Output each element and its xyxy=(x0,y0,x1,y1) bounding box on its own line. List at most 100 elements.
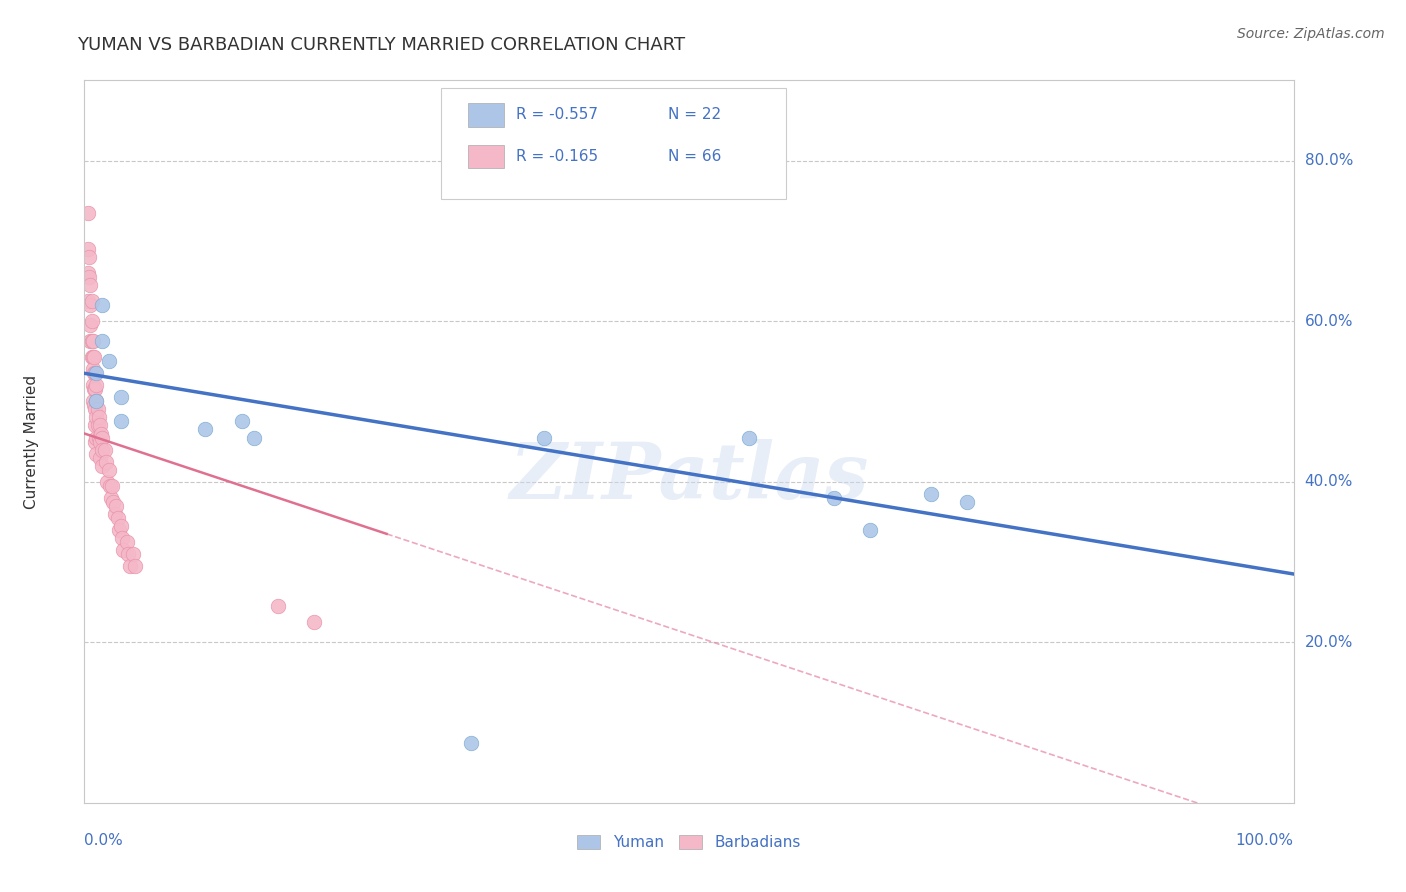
Point xyxy=(83,366,105,380)
FancyBboxPatch shape xyxy=(441,87,786,200)
Point xyxy=(94,454,117,469)
Point xyxy=(91,430,114,444)
Point xyxy=(86,410,108,425)
Point xyxy=(231,414,253,428)
Point xyxy=(89,418,111,433)
Point xyxy=(115,534,138,549)
FancyBboxPatch shape xyxy=(468,103,503,127)
FancyBboxPatch shape xyxy=(468,145,503,169)
Text: 0.0%: 0.0% xyxy=(84,833,124,848)
Point xyxy=(83,382,105,396)
Point xyxy=(104,499,127,513)
Point xyxy=(98,478,121,492)
Text: N = 22: N = 22 xyxy=(668,107,721,122)
Text: 80.0%: 80.0% xyxy=(1305,153,1353,168)
Point xyxy=(124,558,146,574)
Point xyxy=(84,418,107,433)
Point xyxy=(80,293,103,308)
Point xyxy=(77,205,100,219)
Point xyxy=(242,430,264,444)
Point xyxy=(121,547,143,561)
Point xyxy=(110,390,132,404)
Point xyxy=(956,494,979,508)
Text: R = -0.557: R = -0.557 xyxy=(516,107,598,122)
Point xyxy=(267,599,290,614)
Point xyxy=(79,298,101,312)
Point xyxy=(86,394,108,409)
Point xyxy=(86,378,108,392)
Text: YUMAN VS BARBADIAN CURRENTLY MARRIED CORRELATION CHART: YUMAN VS BARBADIAN CURRENTLY MARRIED COR… xyxy=(77,36,686,54)
Point xyxy=(86,366,108,380)
Point xyxy=(89,434,111,449)
Point xyxy=(107,510,129,524)
Point xyxy=(77,269,100,284)
Point xyxy=(100,491,122,505)
Point xyxy=(120,558,142,574)
Text: N = 66: N = 66 xyxy=(668,149,721,164)
Point xyxy=(82,334,104,348)
Text: 60.0%: 60.0% xyxy=(1305,314,1353,328)
Point xyxy=(108,523,131,537)
Point xyxy=(94,442,117,457)
Point xyxy=(104,507,127,521)
Text: Source: ZipAtlas.com: Source: ZipAtlas.com xyxy=(1237,27,1385,41)
Legend: Yuman, Barbadians: Yuman, Barbadians xyxy=(571,830,807,856)
Point xyxy=(83,350,105,364)
Point xyxy=(82,350,104,364)
Point xyxy=(84,366,107,380)
Point xyxy=(110,518,132,533)
Point xyxy=(91,334,114,348)
Point xyxy=(91,298,114,312)
Point xyxy=(823,491,845,505)
Point xyxy=(84,434,107,449)
Point xyxy=(117,547,139,561)
Point xyxy=(89,450,111,465)
Point xyxy=(87,410,110,425)
Point xyxy=(460,735,482,749)
Text: 40.0%: 40.0% xyxy=(1305,475,1353,489)
Point xyxy=(86,418,108,433)
Point xyxy=(110,414,132,428)
Point xyxy=(91,442,114,457)
Point xyxy=(112,542,135,557)
Text: 20.0%: 20.0% xyxy=(1305,635,1353,649)
Point xyxy=(79,334,101,348)
Point xyxy=(77,242,100,256)
Point xyxy=(302,615,325,630)
Point xyxy=(84,382,107,396)
Point xyxy=(533,430,555,444)
Point xyxy=(194,422,217,436)
Point xyxy=(920,486,942,500)
Point xyxy=(90,426,112,441)
Text: ZIPatlas: ZIPatlas xyxy=(509,440,869,516)
Point xyxy=(96,475,118,489)
Point xyxy=(101,478,124,492)
Point xyxy=(97,462,120,476)
Point xyxy=(80,334,103,348)
Text: Currently Married: Currently Married xyxy=(24,375,39,508)
Point xyxy=(738,430,761,444)
Point xyxy=(97,354,120,368)
Point xyxy=(111,531,134,545)
Point xyxy=(80,350,103,364)
Point xyxy=(83,398,105,412)
Point xyxy=(86,394,108,409)
Point xyxy=(80,314,103,328)
Point xyxy=(86,430,108,444)
Point xyxy=(87,430,110,444)
Point xyxy=(77,250,100,264)
Point xyxy=(91,458,114,473)
Point xyxy=(84,402,107,417)
Point xyxy=(82,394,104,409)
Point xyxy=(86,446,108,460)
Point xyxy=(859,523,882,537)
Point xyxy=(82,362,104,376)
Point xyxy=(77,293,100,308)
Text: 100.0%: 100.0% xyxy=(1236,833,1294,848)
Point xyxy=(77,266,100,280)
Point xyxy=(103,494,125,508)
Text: R = -0.165: R = -0.165 xyxy=(516,149,598,164)
Point xyxy=(86,402,108,417)
Point xyxy=(79,318,101,332)
Point xyxy=(82,378,104,392)
